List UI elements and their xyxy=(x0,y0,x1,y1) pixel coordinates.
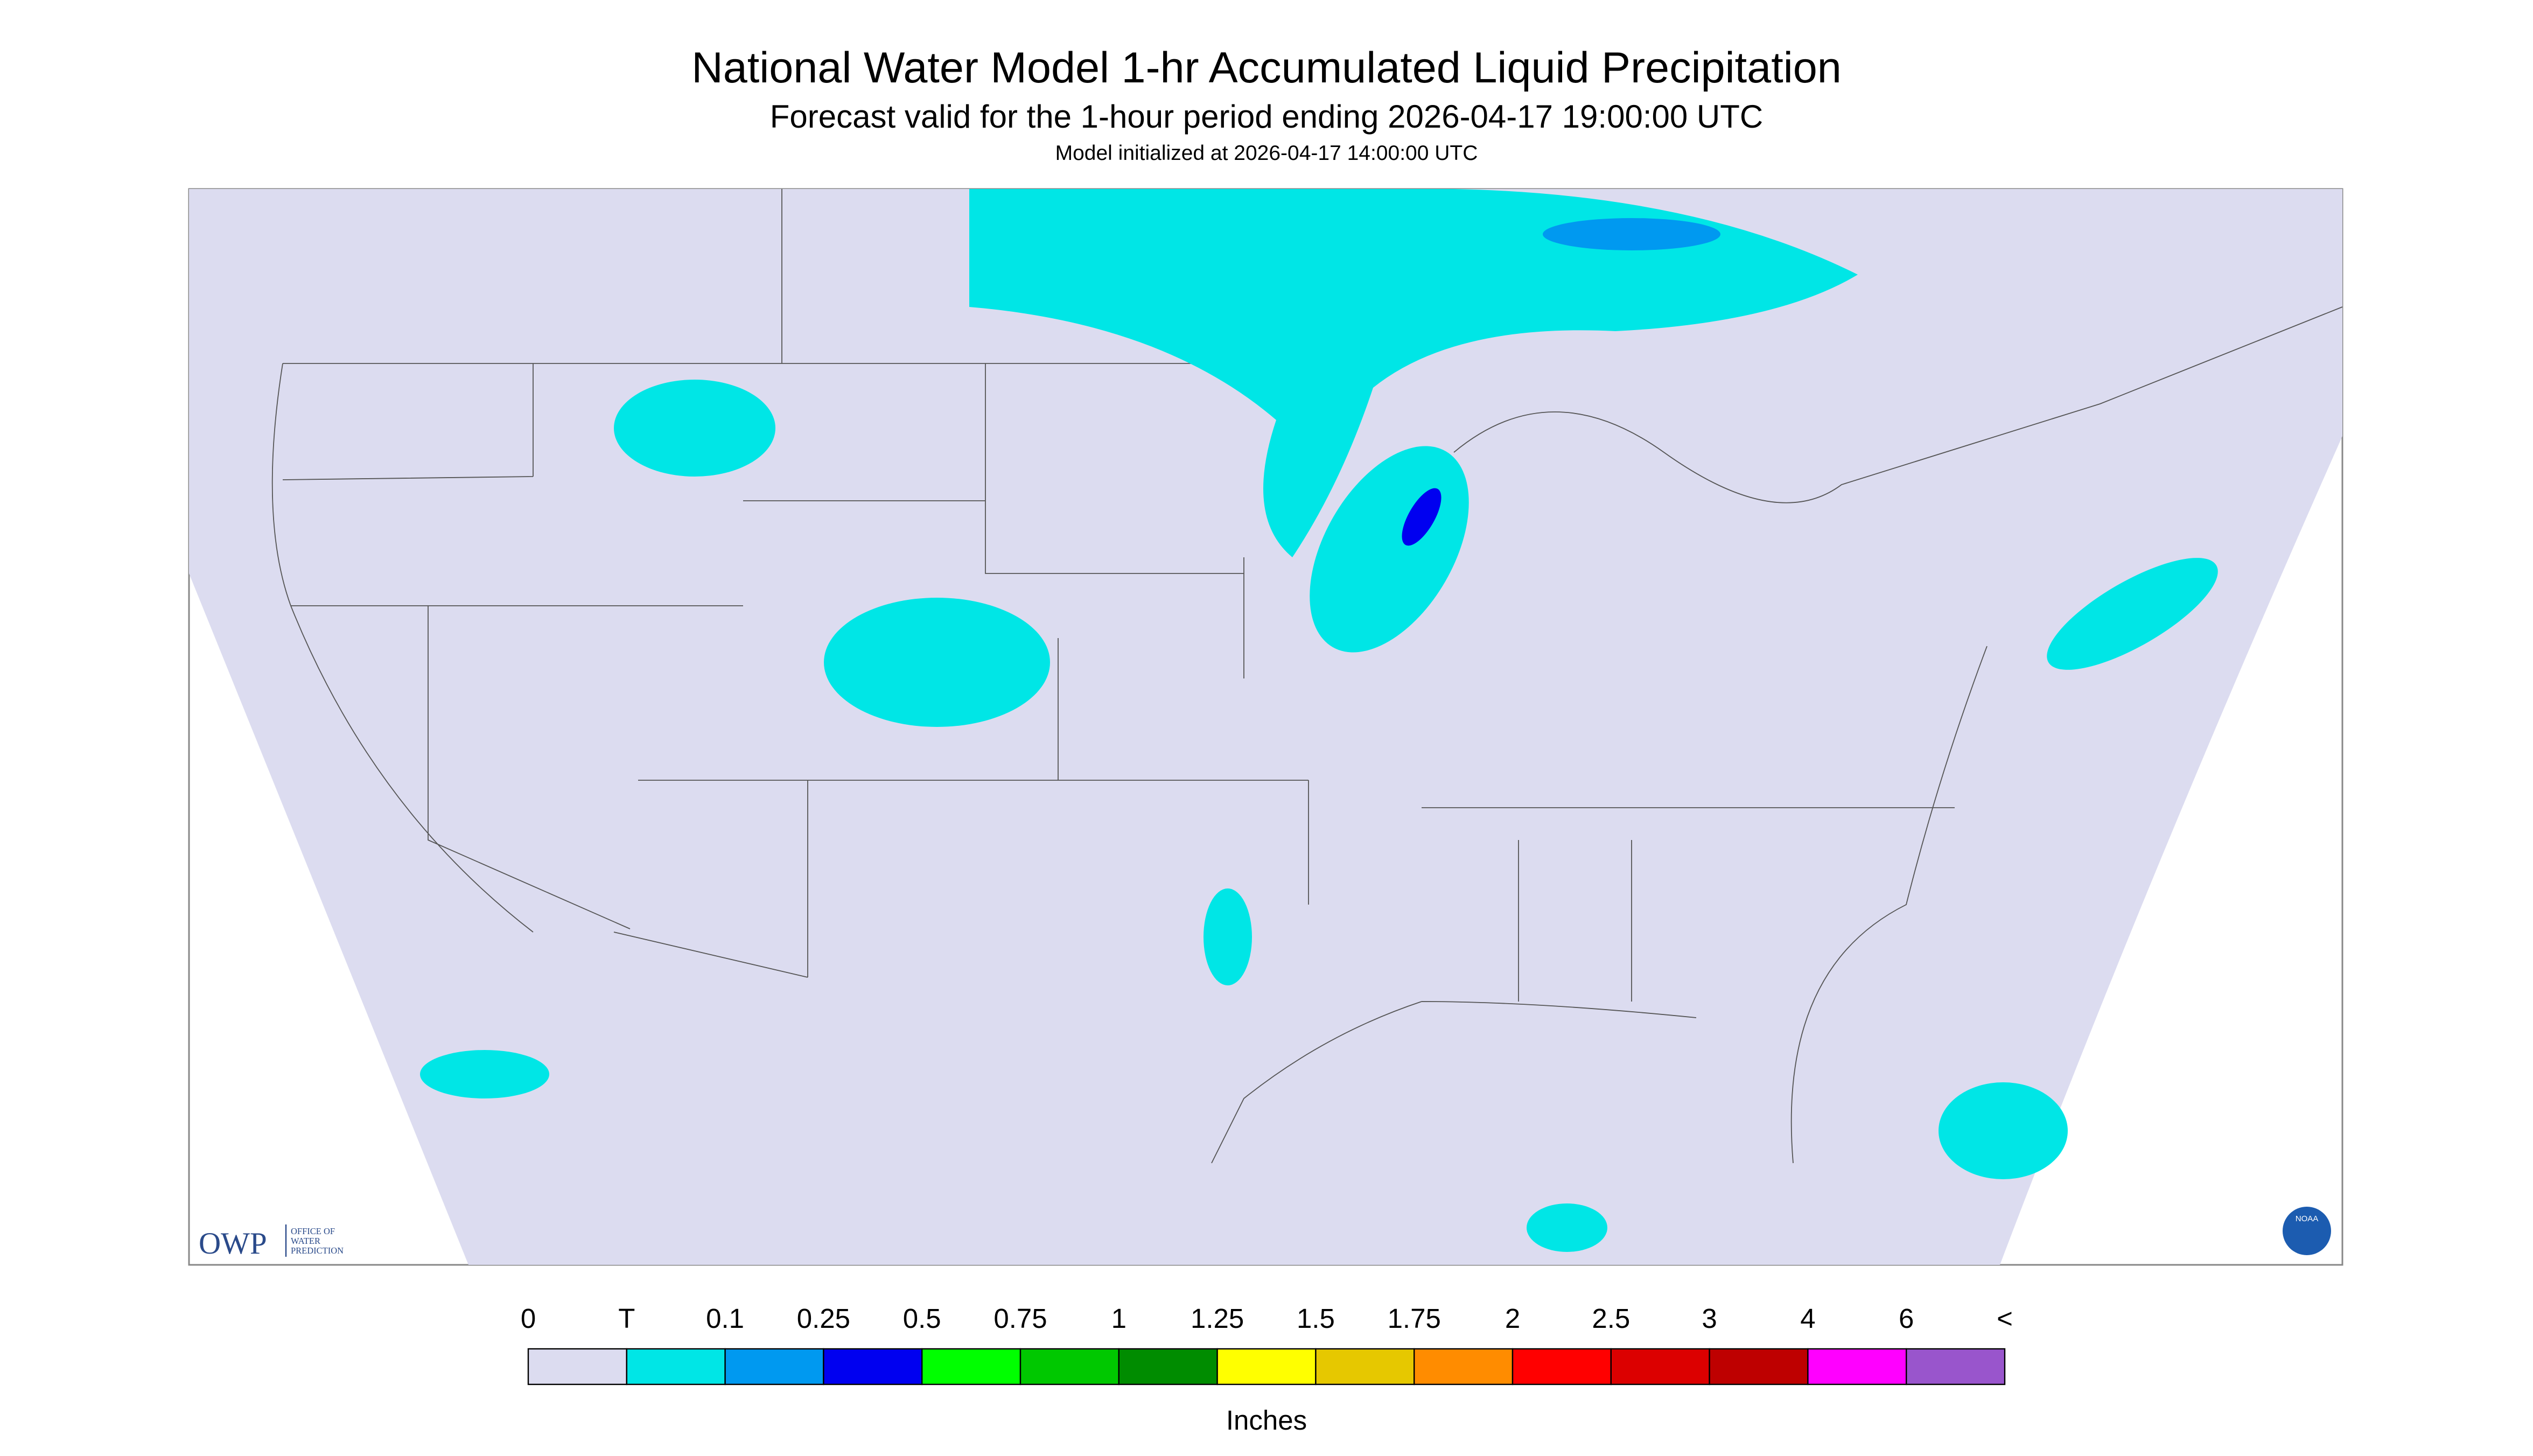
legend-swatch xyxy=(1709,1348,1809,1385)
legend-label: 0.5 xyxy=(903,1303,941,1334)
legend-label: 0.75 xyxy=(993,1303,1047,1334)
map: OWP OFFICE OF WATER PREDICTION NOAA xyxy=(188,188,2343,1266)
init-note: Model initialized at 2026-04-17 14:00:00… xyxy=(1055,142,1478,165)
owp-text: OFFICE OF xyxy=(291,1226,335,1236)
legend-swatch xyxy=(626,1348,726,1385)
legend-label: 3 xyxy=(1702,1303,1717,1334)
legend-swatch xyxy=(1905,1348,2006,1385)
legend-swatch xyxy=(921,1348,1021,1385)
noaa-text: NOAA xyxy=(2296,1214,2319,1223)
owp-logo: OWP xyxy=(199,1227,267,1261)
legend-swatch xyxy=(1216,1348,1317,1385)
owp-text: PREDICTION xyxy=(291,1245,344,1256)
owp-text: WATER xyxy=(291,1236,320,1246)
legend-label: 1.5 xyxy=(1297,1303,1335,1334)
legend-label: 2 xyxy=(1505,1303,1520,1334)
legend-swatch xyxy=(1019,1348,1120,1385)
legend-label: 0.1 xyxy=(706,1303,744,1334)
legend-label: 1 xyxy=(1111,1303,1126,1334)
legend-label: 6 xyxy=(1899,1303,1914,1334)
legend-label: T xyxy=(618,1303,635,1334)
legend-swatch xyxy=(724,1348,824,1385)
legend-swatch xyxy=(1315,1348,1415,1385)
title: National Water Model 1-hr Accumulated Li… xyxy=(691,44,1842,92)
precip-heavy xyxy=(1543,218,1720,251)
legend-label: 4 xyxy=(1800,1303,1815,1334)
legend-label: 0.25 xyxy=(797,1303,850,1334)
legend-swatch xyxy=(823,1348,923,1385)
legend-swatch xyxy=(1414,1348,1514,1385)
legend-swatch xyxy=(1610,1348,1710,1385)
legend: 0 T 0.1 0.25 0.5 0.75 1 1.25 1.5 1.75 2 2.5 3 4 6 < xyxy=(521,1303,2013,1385)
legend-label: 1.25 xyxy=(1191,1303,1244,1334)
legend-swatch xyxy=(527,1348,628,1385)
precip xyxy=(420,189,2218,1252)
legend-label: 0 xyxy=(521,1303,536,1334)
borders xyxy=(271,189,2343,1164)
legend-label: 2.5 xyxy=(1592,1303,1630,1334)
precip-heaviest xyxy=(1402,488,1442,546)
legend-swatch xyxy=(1512,1348,1612,1385)
legend-swatch xyxy=(1118,1348,1218,1385)
subtitle: Forecast valid for the 1-hour period end… xyxy=(770,99,1763,135)
legend-swatch xyxy=(1807,1348,1907,1385)
legend-label: 1.75 xyxy=(1388,1303,1441,1334)
legend-label: < xyxy=(1997,1303,2013,1334)
legend-unit: Inches xyxy=(1226,1405,1307,1436)
noaa-logo xyxy=(2283,1207,2331,1256)
